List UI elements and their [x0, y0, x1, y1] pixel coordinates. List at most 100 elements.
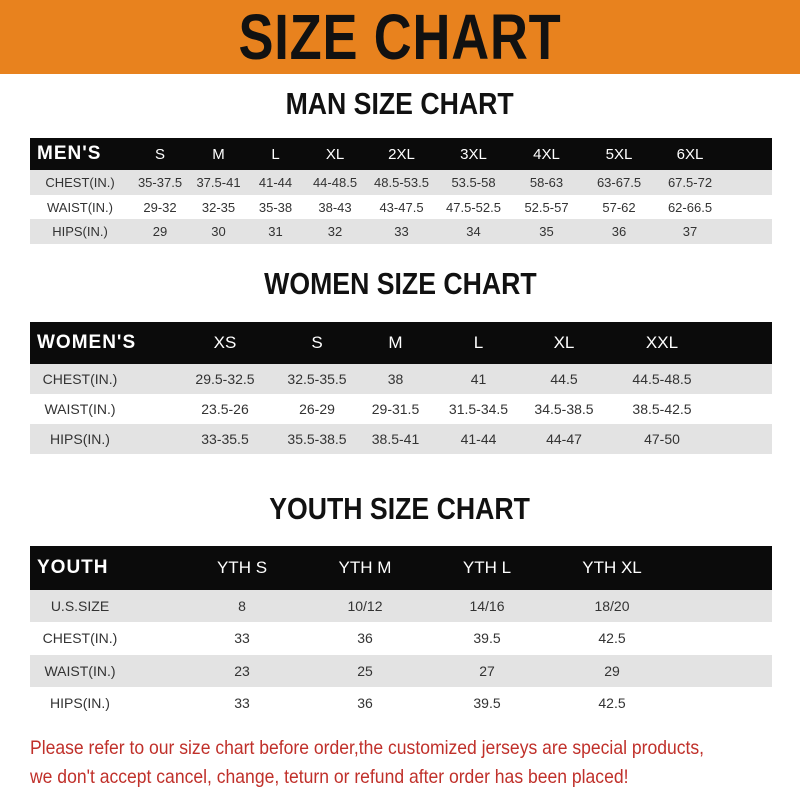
order-notice: Please refer to our size chart before or…: [30, 734, 790, 792]
table-cell: 25: [357, 662, 373, 679]
row-label: WAIST(IN.): [44, 401, 116, 417]
row-label: HIPS(IN.): [52, 224, 108, 240]
column-header: M: [212, 145, 225, 163]
table-cell: 32-35: [201, 199, 236, 215]
notice-line-1: Please refer to our size chart before or…: [30, 737, 705, 759]
table-row: HIPS(IN.) 33 36 39.5 42.5: [30, 686, 772, 720]
table-cell: 36: [357, 630, 373, 647]
row-label: HIPS(IN.): [50, 431, 110, 447]
table-cell: 36: [357, 695, 373, 712]
youth-title-text: YOUTH SIZE CHART: [269, 491, 531, 526]
row-label: CHEST(IN.): [42, 630, 118, 647]
table-cell: 44.5: [550, 371, 578, 387]
table-cell: 8: [238, 598, 246, 615]
table-cell: 29.5-32.5: [195, 371, 255, 387]
table-row: WAIST(IN.) 23.5-26 26-29 29-31.5 31.5-34.5 34…: [30, 394, 772, 424]
table-header-row: WOMEN'S XS S M L XL XXL: [30, 322, 772, 364]
table-cell: 57-62: [602, 199, 636, 215]
column-header: M: [388, 333, 403, 352]
women-section-title: WOMEN SIZE CHART: [0, 266, 800, 302]
women-size-table: WOMEN'S XS S M L XL XXL CHEST(IN.) 29.5-32.5 32.5…: [30, 322, 772, 454]
table-cell: 58-63: [529, 174, 564, 190]
youth-size-table: YOUTH YTH S YTH M YTH L YTH XL U.S.SIZE 8 10/12…: [30, 546, 772, 720]
table-cell: 10/12: [347, 598, 383, 615]
column-header: 4XL: [533, 145, 560, 163]
table-cell: 47-50: [644, 431, 680, 447]
column-header: XXL: [645, 333, 679, 352]
table-cell: 48.5-53.5: [374, 174, 429, 190]
table-cell: 38.5-41: [371, 431, 420, 447]
table-cell: 42.5: [598, 630, 626, 647]
table-cell: 38: [387, 371, 404, 387]
table-cell: 14/16: [469, 598, 505, 615]
table-cell: 33: [394, 224, 409, 240]
men-size-table: MEN'S S M L XL 2XL 3XL 4XL 5XL 6XL CHEST(IN.) 35-37…: [30, 138, 772, 245]
column-header: YTH M: [338, 558, 392, 577]
table-cell: 35-38: [258, 199, 293, 215]
table-row: WAIST(IN.) 23 25 27 29: [30, 654, 772, 687]
table-cell: 42.5: [598, 695, 626, 712]
table-cell: 33-35.5: [201, 431, 249, 447]
table-cell: 33: [234, 630, 250, 647]
table-header-row: YOUTH YTH S YTH M YTH L YTH XL: [30, 546, 772, 590]
table-cell: 41-44: [258, 174, 293, 190]
table-cell: 47.5-52.5: [446, 199, 501, 215]
column-header: XS: [213, 333, 237, 352]
table-cell: 52.5-57: [524, 199, 569, 215]
table-cell: 26-29: [299, 401, 335, 417]
column-header: S: [311, 333, 323, 352]
table-row: HIPS(IN.) 33-35.5 35.5-38.5 38.5-41 41-44 44-…: [30, 424, 772, 454]
table-cell: 36: [611, 224, 627, 240]
table-cell: 29-32: [143, 199, 177, 215]
column-header: L: [271, 145, 280, 163]
table-cell: 18/20: [594, 598, 630, 615]
table-row: WAIST(IN.) 29-32 32-35 35-38 38-43 43-47.5 47.…: [30, 194, 772, 220]
table-cell: 32.5-35.5: [287, 371, 347, 387]
table-cell: 23: [234, 662, 250, 679]
row-label: HIPS(IN.): [50, 695, 110, 712]
column-header: 2XL: [388, 145, 415, 163]
table-cell: 27: [479, 662, 495, 679]
table-cell: 33: [234, 695, 250, 712]
table-cell: 37.5-41: [196, 174, 241, 190]
column-header: YTH L: [462, 558, 512, 577]
table-cell: 53.5-58: [451, 174, 496, 190]
table-cell: 62-66.5: [667, 199, 713, 215]
notice-line-2: we don't accept cancel, change, teturn o…: [30, 766, 629, 788]
column-header: 6XL: [676, 145, 704, 163]
row-label: WAIST(IN.): [44, 662, 116, 679]
table-row: CHEST(IN.) 29.5-32.5 32.5-35.5 38 41 44.5 44.5…: [30, 364, 772, 394]
column-header: 3XL: [460, 145, 487, 163]
table-cell: 41-44: [460, 431, 497, 447]
table-cell: 44-47: [546, 431, 582, 447]
table-cell: 23.5-26: [201, 401, 249, 417]
men-title-text: MAN SIZE CHART: [285, 86, 515, 121]
table-row: HIPS(IN.) 29 30 31 32 33 34 35 36 37: [30, 219, 772, 245]
table-row: CHEST(IN.) 33 36 39.5 42.5: [30, 622, 772, 655]
table-cell: 30: [211, 224, 226, 240]
column-header: YTH XL: [582, 558, 642, 577]
column-header: S: [154, 145, 165, 163]
table-corner-label: YOUTH: [37, 557, 109, 578]
youth-section-title: YOUTH SIZE CHART: [0, 491, 800, 527]
table-cell: 35.5-38.5: [287, 431, 347, 447]
table-row: CHEST(IN.) 35-37.5 37.5-41 41-44 44-48.5 48.5…: [30, 170, 772, 195]
table-cell: 34: [466, 224, 481, 240]
table-corner-label: MEN'S: [37, 143, 102, 164]
table-cell: 38-43: [318, 199, 352, 215]
table-cell: 63-67.5: [596, 174, 642, 190]
column-header: YTH S: [216, 558, 268, 577]
table-cell: 44-48.5: [312, 174, 358, 190]
row-label: CHEST(IN.): [45, 174, 115, 190]
table-cell: 31.5-34.5: [448, 401, 509, 417]
table-cell: 37: [682, 224, 698, 240]
row-label: CHEST(IN.): [42, 371, 118, 387]
table-cell: 38.5-42.5: [632, 401, 692, 417]
column-header: XL: [553, 333, 575, 352]
row-label: U.S.SIZE: [50, 598, 110, 615]
table-cell: 35-37.5: [137, 174, 183, 190]
table-cell: 39.5: [473, 695, 501, 712]
table-cell: 29: [152, 224, 168, 240]
table-cell: 29: [604, 662, 620, 679]
column-header: 5XL: [605, 145, 633, 163]
